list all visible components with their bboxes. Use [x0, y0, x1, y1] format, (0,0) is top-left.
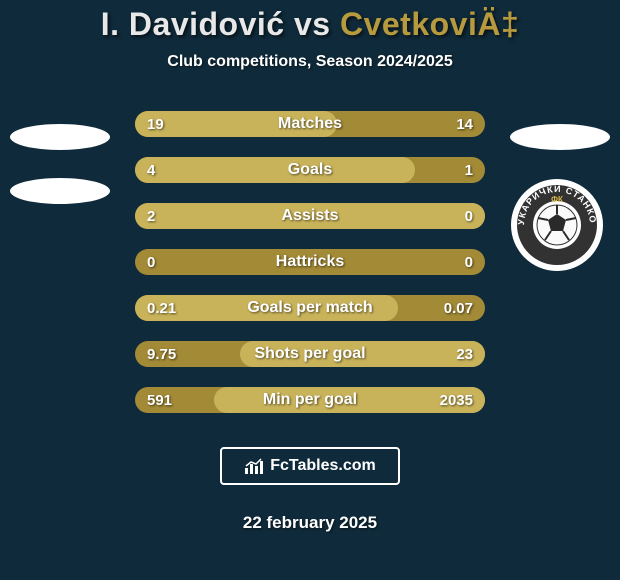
content: I. Davidović vs CvetkoviÄ‡ Club competit…: [0, 0, 620, 580]
stat-value-left: 9.75: [147, 346, 176, 363]
stat-value-left: 591: [147, 392, 172, 409]
stat-value-left: 4: [147, 162, 155, 179]
stats-container: Matches 19 14 Goals 4 1 Assists 2 0 Hattricks 0 0 Go…: [135, 111, 485, 413]
stat-row: Assists 2 0: [135, 203, 485, 229]
stat-label: Shots per goal: [254, 345, 365, 363]
stat-label: Goals: [288, 161, 332, 179]
stat-row: Goals per match 0.21 0.07: [135, 295, 485, 321]
stat-value-right: 14: [456, 116, 473, 133]
stat-value-right: 0.07: [444, 300, 473, 317]
subtitle: Club competitions, Season 2024/2025: [167, 53, 452, 71]
stat-row: Shots per goal 9.75 23: [135, 341, 485, 367]
stat-label: Assists: [282, 207, 339, 225]
stat-label: Goals per match: [247, 299, 372, 317]
stat-value-left: 19: [147, 116, 164, 133]
stat-value-right: 2035: [440, 392, 473, 409]
stat-row: Hattricks 0 0: [135, 249, 485, 275]
stat-value-right: 0: [465, 254, 473, 271]
player-badge-left: [10, 124, 110, 150]
club-badge-right: ЧУКАРИЧКИ СТАНКОМ ФК: [510, 178, 604, 272]
title-mid: vs: [285, 6, 340, 42]
stat-row: Matches 19 14: [135, 111, 485, 137]
page-title: I. Davidović vs CvetkoviÄ‡: [101, 6, 520, 43]
footer-brand[interactable]: FcTables.com: [220, 447, 400, 485]
stat-value-left: 2: [147, 208, 155, 225]
stat-label: Min per goal: [263, 391, 357, 409]
title-right: CvetkoviÄ‡: [340, 6, 519, 42]
footer-brand-text: FcTables.com: [270, 457, 376, 475]
stat-row: Min per goal 591 2035: [135, 387, 485, 413]
player-badge-right: [510, 124, 610, 150]
stat-value-left: 0.21: [147, 300, 176, 317]
stat-value-left: 0: [147, 254, 155, 271]
stat-label: Matches: [278, 115, 342, 133]
badge-fk-text: ФК: [551, 195, 563, 204]
stat-row: Goals 4 1: [135, 157, 485, 183]
chart-icon: [244, 457, 264, 475]
bar-fill-left: [135, 157, 415, 183]
title-left: I. Davidović: [101, 6, 285, 42]
stat-label: Hattricks: [276, 253, 344, 271]
player-badge-left: [10, 178, 110, 204]
date: 22 february 2025: [243, 513, 377, 533]
stat-value-right: 23: [456, 346, 473, 363]
stat-value-right: 0: [465, 208, 473, 225]
stat-value-right: 1: [465, 162, 473, 179]
